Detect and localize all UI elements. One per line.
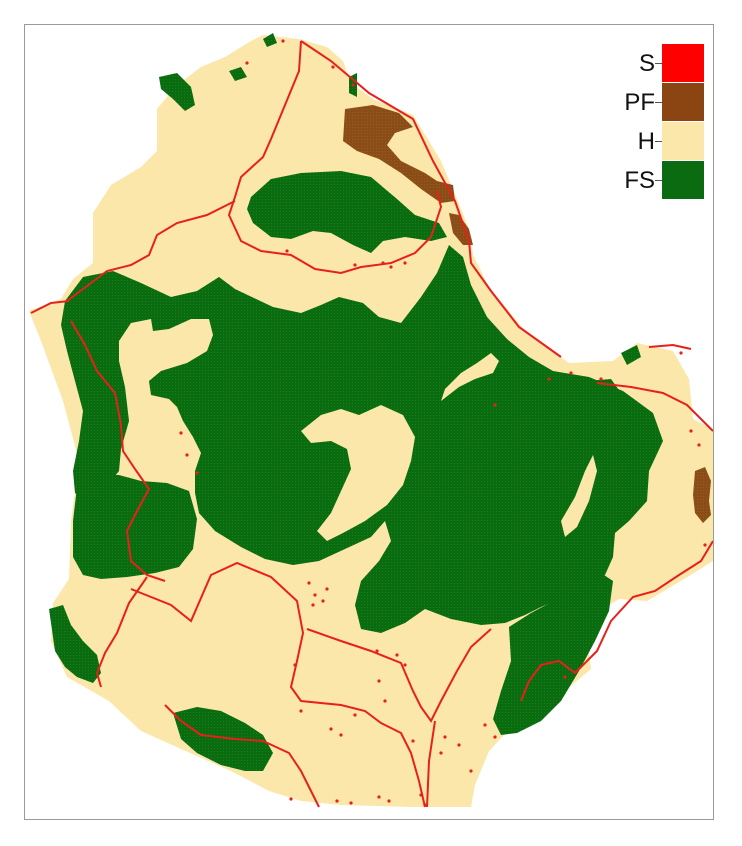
road	[95, 576, 148, 688]
settlement-point	[289, 797, 293, 801]
roads-layer	[30, 40, 713, 808]
road	[70, 320, 166, 582]
settlement-point	[411, 739, 415, 743]
settlement-point	[569, 371, 573, 375]
land-use-zone-FS-east	[621, 345, 641, 365]
settlement-point	[439, 751, 443, 755]
settlement-point	[335, 799, 339, 803]
settlement-point	[403, 261, 407, 265]
legend-swatch	[662, 122, 704, 160]
road	[306, 628, 492, 723]
settlement-point	[389, 265, 393, 269]
legend-item-S: S	[600, 44, 710, 82]
legend-label: H	[637, 128, 655, 155]
land-use-zone-PF-north	[343, 105, 455, 203]
settlement-point	[387, 799, 391, 803]
settlements-layer	[179, 39, 707, 807]
settlement-point	[351, 83, 355, 87]
legend-tick	[655, 141, 663, 142]
legend-label: PF	[624, 89, 655, 116]
legend-label: FS	[624, 167, 655, 194]
settlement-point	[679, 351, 683, 355]
land-use-zone-H-clearing-3	[561, 455, 597, 537]
settlement-point	[419, 793, 423, 797]
settlement-point	[377, 795, 381, 799]
legend-swatch	[662, 44, 704, 82]
settlement-point	[599, 377, 603, 381]
road	[520, 540, 713, 702]
legend-item-H: H	[600, 122, 710, 160]
legend-tick	[655, 102, 663, 103]
settlement-point	[395, 653, 399, 657]
land-use-zone-FS-west	[73, 475, 197, 579]
settlement-point	[377, 679, 381, 683]
legend-item-PF: PF	[600, 83, 710, 121]
road	[30, 300, 70, 314]
settlement-point	[469, 769, 473, 773]
settlement-point	[349, 801, 353, 805]
settlement-point	[703, 543, 707, 547]
settlement-point	[179, 431, 183, 435]
road	[164, 704, 320, 808]
road	[66, 200, 236, 302]
land-use-zone-PF-east	[693, 467, 711, 523]
land-use-zone-FS-north-patch-2	[159, 73, 195, 111]
road	[130, 561, 426, 808]
settlement-point	[353, 263, 357, 267]
settlement-point	[307, 581, 311, 585]
settlement-point	[285, 249, 289, 253]
settlement-point	[313, 593, 317, 597]
settlement-point	[353, 713, 357, 717]
road	[596, 382, 713, 432]
settlement-point	[493, 403, 497, 407]
settlement-point	[245, 61, 249, 65]
land-use-zone-FS-south	[173, 707, 273, 771]
settlement-point	[443, 735, 447, 739]
settlement-point	[457, 743, 461, 747]
land-use-zone-FS-southwest	[49, 605, 101, 683]
map-frame	[24, 24, 714, 820]
settlement-point	[403, 663, 407, 667]
land-use-map[interactable]	[25, 25, 714, 820]
settlement-point	[383, 699, 387, 703]
settlement-point	[547, 377, 551, 381]
legend-tick	[655, 63, 663, 64]
settlement-point	[563, 675, 567, 679]
settlement-point	[331, 65, 335, 69]
road	[426, 720, 436, 808]
settlement-point	[381, 261, 385, 265]
settlement-point	[339, 733, 343, 737]
land-use-zone-FS-north-patch-3	[229, 67, 247, 81]
settlement-point	[697, 443, 701, 447]
road	[648, 343, 692, 350]
legend-swatch	[662, 83, 704, 121]
settlement-point	[321, 599, 325, 603]
settlement-point	[293, 663, 297, 667]
settlement-point	[185, 453, 189, 457]
land-use-zone-H-clearing	[301, 405, 415, 541]
settlement-point	[299, 709, 303, 713]
road	[227, 40, 443, 275]
settlement-point	[375, 649, 379, 653]
settlement-point	[689, 429, 693, 433]
settlement-point	[195, 471, 199, 475]
road	[300, 40, 562, 358]
legend-label: S	[638, 50, 655, 77]
settlement-point	[483, 723, 487, 727]
settlement-point	[281, 39, 285, 43]
settlement-point	[325, 587, 329, 591]
settlement-point	[423, 803, 427, 807]
legend-swatch	[662, 161, 704, 199]
land-use-zone-FS-north-patch	[263, 33, 277, 47]
legend-item-FS: FS	[600, 161, 710, 199]
settlement-point	[311, 603, 315, 607]
legend-tick	[655, 180, 663, 181]
land-use-zone-H-clearing-2	[441, 353, 499, 401]
land-use-zone-FS-north	[247, 171, 447, 253]
settlement-point	[493, 735, 497, 739]
settlement-point	[329, 727, 333, 731]
